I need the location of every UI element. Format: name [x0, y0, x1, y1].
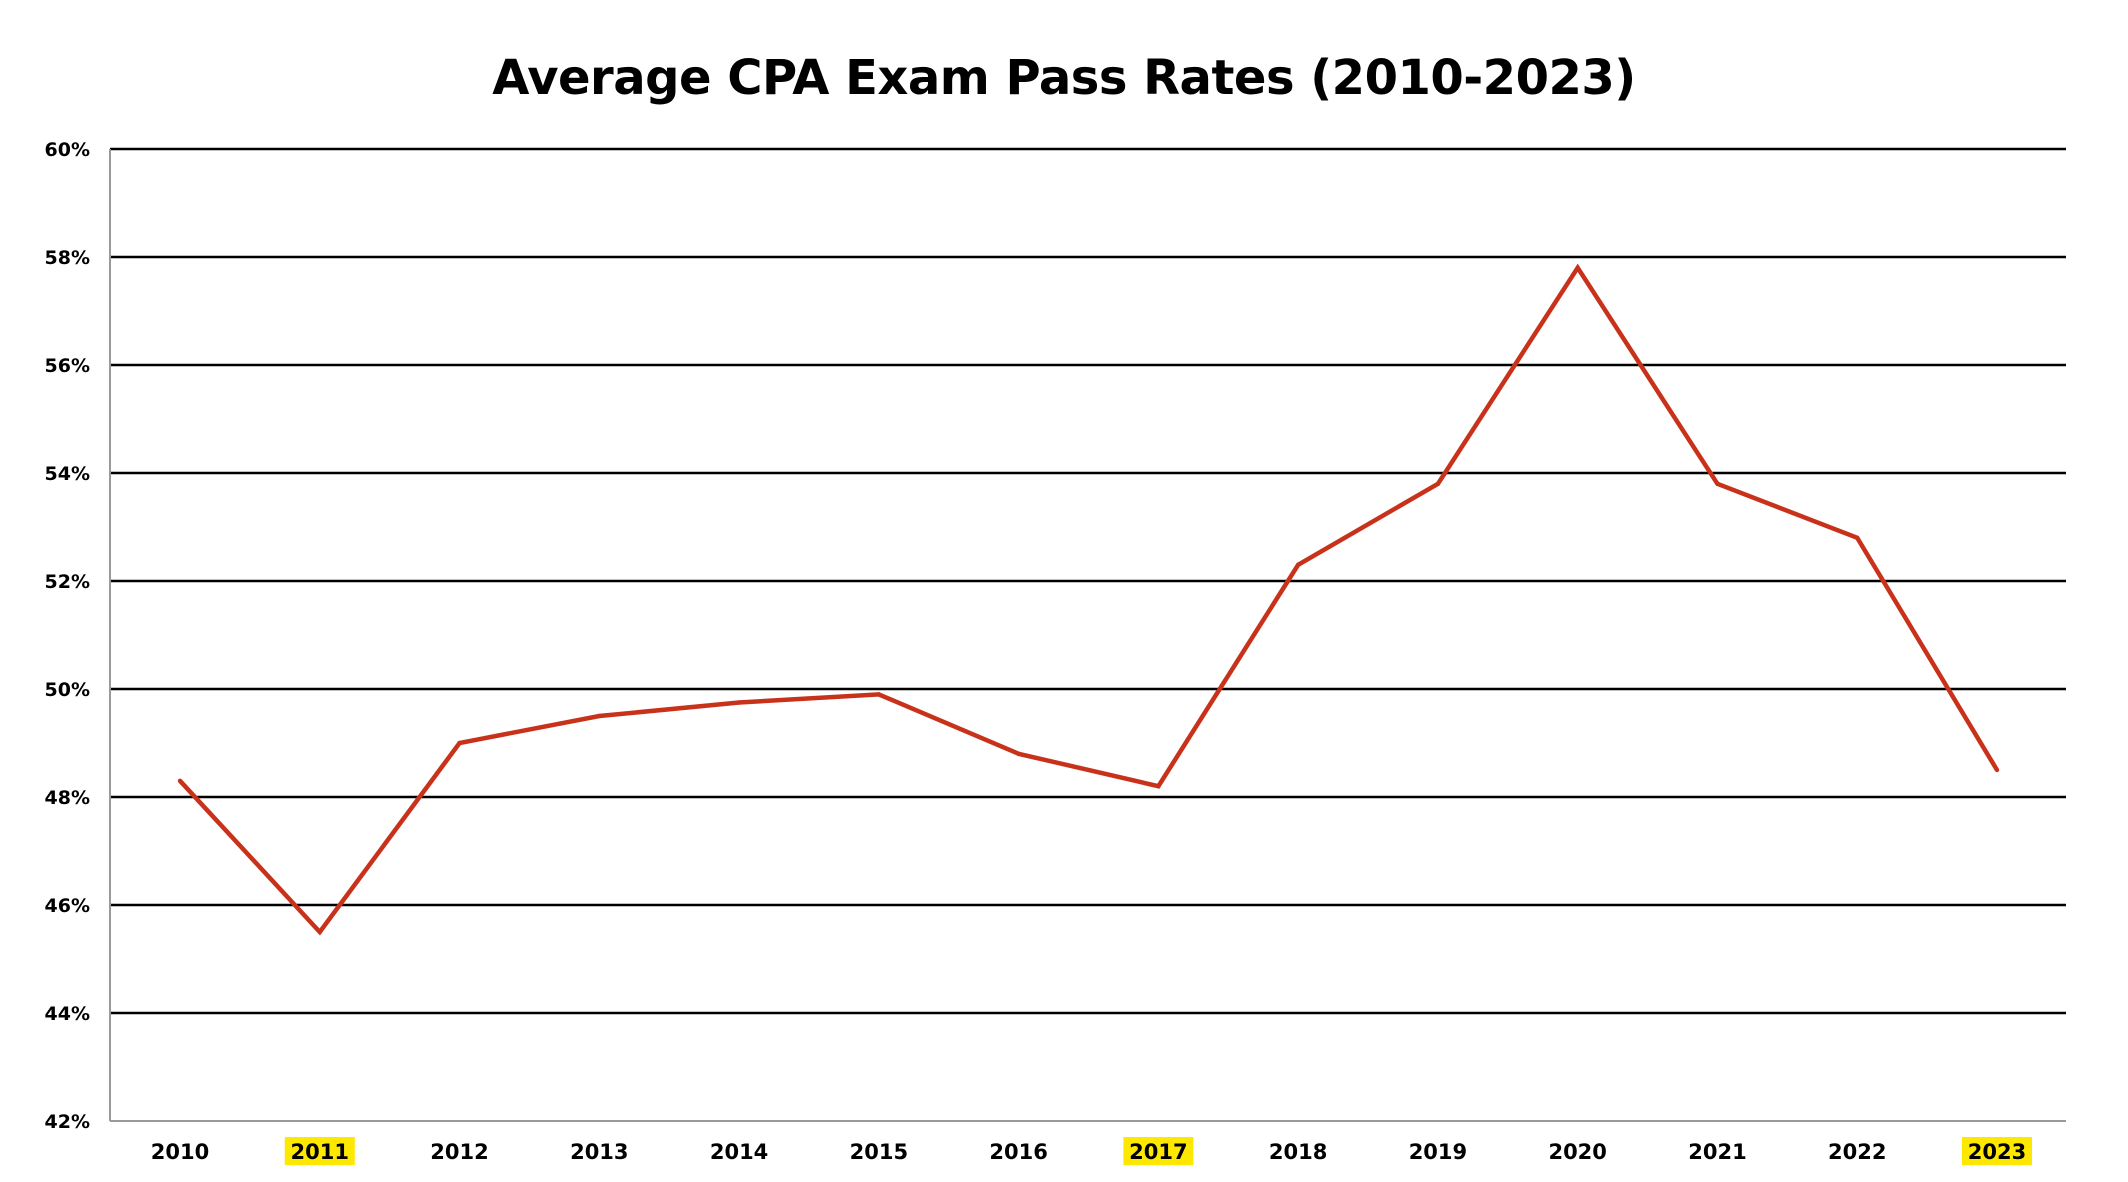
- data-point: [1295, 562, 1301, 567]
- y-tick-label: 58%: [45, 247, 90, 269]
- y-tick-label: 44%: [45, 1003, 90, 1025]
- x-tick-label: 2023: [1968, 1140, 2026, 1164]
- y-tick-label: 42%: [45, 1111, 90, 1133]
- data-point: [1715, 481, 1720, 486]
- data-point: [1855, 535, 1860, 540]
- x-tick-label: 2012: [430, 1140, 488, 1164]
- data-point: [597, 713, 602, 719]
- data-point: [1575, 265, 1580, 270]
- y-tick-label: 56%: [45, 355, 90, 377]
- x-tick-label: 2022: [1828, 1140, 1886, 1164]
- y-tick-label: 52%: [45, 571, 90, 593]
- x-tick-label: 2016: [989, 1140, 1047, 1164]
- x-axis-tick-labels: 2010 2011 2012 2013 2014 2015 2016 2017 2018 2019…: [151, 1137, 2032, 1165]
- data-point: [876, 692, 882, 697]
- x-tick-highlight: [1962, 1137, 2032, 1165]
- axes: [109, 149, 2066, 1122]
- x-tick-label: 2017: [1129, 1140, 1187, 1164]
- x-tick-label: 2020: [1548, 1140, 1606, 1164]
- y-tick-label: 54%: [45, 463, 90, 485]
- x-tick-highlight: [284, 1137, 355, 1165]
- data-point: [1435, 481, 1441, 486]
- y-tick-label: 46%: [45, 895, 90, 917]
- y-tick-label: 50%: [45, 679, 90, 701]
- x-tick-label: 2013: [570, 1140, 628, 1164]
- data-point: [317, 929, 322, 935]
- data-point: [1016, 751, 1021, 756]
- data-point: [177, 778, 183, 783]
- data-point: [1994, 767, 2000, 773]
- y-tick-label: 60%: [45, 139, 90, 161]
- chart-title: Average CPA Exam Pass Rates (2010-2023): [492, 50, 1636, 106]
- x-tick-label: 2018: [1269, 1140, 1327, 1164]
- series-line: [178, 263, 1999, 936]
- x-tick-highlight: [1123, 1137, 1194, 1165]
- x-tick-label: 2019: [1409, 1140, 1467, 1164]
- x-tick-label: 2011: [291, 1140, 349, 1164]
- gridlines: [110, 147, 2066, 1015]
- x-tick-label: 2010: [151, 1140, 209, 1164]
- data-point: [1156, 784, 1161, 789]
- x-tick-label: 2015: [850, 1140, 908, 1164]
- data-point: [736, 700, 742, 705]
- y-tick-label: 48%: [45, 787, 90, 809]
- data-point: [457, 740, 462, 746]
- series-layer: [177, 263, 2000, 936]
- y-axis-tick-labels: 42% 44% 46% 48% 50% 52% 54% 56% 58% 60%: [45, 139, 90, 1133]
- x-tick-label: 2014: [710, 1140, 768, 1164]
- x-tick-label: 2021: [1688, 1140, 1746, 1164]
